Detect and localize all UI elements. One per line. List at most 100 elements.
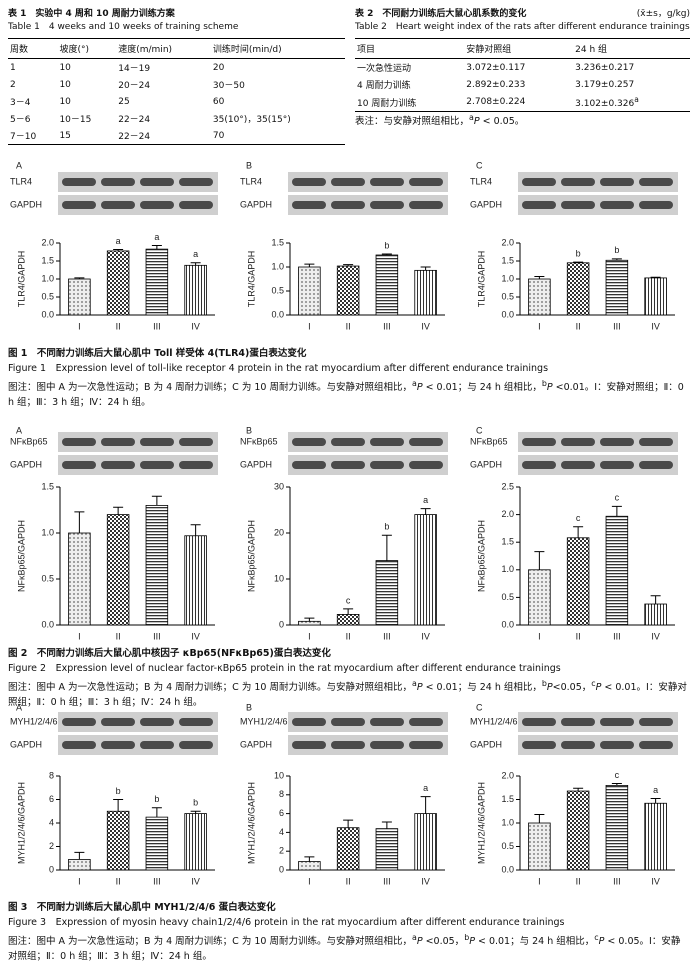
bar [605, 785, 629, 871]
blot-label: MYH1/2/4/6 [240, 716, 288, 726]
y-axis-label: MYH1/2/4/6/GAPDH [16, 782, 26, 864]
table-1: 表 1 实验中 4 周和 10 周耐力训练方案 Table 1 4 weeks … [8, 6, 345, 145]
blot-background [288, 455, 448, 475]
x-tick-label: I [308, 631, 311, 641]
bar [336, 614, 360, 626]
bar [336, 265, 360, 316]
x-tick-label: IV [651, 321, 660, 331]
error-bar [74, 851, 85, 860]
cell: 4 周耐力训练 [357, 81, 411, 91]
caption-cn: 图 2 不同耐力训练后大鼠心肌中核因子 κBp65(NFκBp65)蛋白表达变化 [8, 648, 331, 659]
bar [68, 532, 91, 626]
blot-band [179, 201, 213, 209]
y-tick-label: 0.0 [501, 309, 514, 319]
error-bar [420, 508, 431, 515]
text-segment: 图注：图中 A 为一次急性运动；B 为 4 周耐力训练；C 为 10 周耐力训练… [8, 682, 412, 694]
error-bar [650, 276, 661, 278]
blot-background [288, 712, 448, 732]
bar [644, 603, 667, 626]
y-tick-label: 0.0 [271, 309, 284, 319]
cell: 3.179±0.257 [575, 79, 635, 90]
x-tick-label: III [153, 321, 161, 331]
text-segment: b [541, 679, 547, 688]
blot-band [600, 741, 634, 749]
x-tick-label: I [538, 876, 541, 886]
blot-band [179, 718, 213, 726]
significance-label: a [423, 495, 428, 505]
cell: 3.072±0.117 [466, 62, 526, 73]
bar [566, 537, 590, 626]
bar [145, 504, 169, 626]
error-bar [343, 819, 354, 828]
error-bar [611, 258, 622, 261]
row: 10 周耐力训练 2.708±0.224 3.102±0.326a [355, 93, 690, 112]
y-tick-label: 0.5 [41, 291, 54, 301]
row: 一次急性运动 3.072±0.117 3.236±0.217 [355, 59, 690, 77]
cell: 15 [59, 130, 71, 141]
table-note: 表注：与安静对照组相比，aP < 0.05。 [355, 113, 690, 127]
text-segment: 3.102±0.326 [575, 99, 635, 109]
blot-band [522, 201, 556, 209]
text-segment: c [594, 933, 599, 942]
significance-label: a [653, 785, 658, 795]
error-bar [74, 277, 85, 279]
x-tick-label: IV [191, 321, 200, 331]
blot-band [370, 741, 404, 749]
blot-band [331, 718, 365, 726]
blot-background [58, 195, 218, 215]
text-segment: P [416, 382, 423, 394]
y-tick-label: 8 [279, 789, 284, 799]
error-bar [151, 807, 162, 818]
bar [145, 816, 169, 871]
y-tick-label: 10 [274, 770, 284, 780]
blot-background [288, 195, 448, 215]
text-segment: P [416, 936, 423, 948]
blot-band [101, 718, 135, 726]
text-segment: < 0.01；与 24 h 组相比， [422, 382, 542, 394]
table-title: 表 2 不同耐力训练后大鼠心肌系数的变化 [355, 9, 527, 19]
significance-label: a [154, 232, 159, 242]
blot-band [409, 718, 443, 726]
panel-label: A [16, 425, 22, 435]
blot-background [288, 172, 448, 192]
blot-band [561, 461, 595, 469]
x-tick-label: III [383, 321, 391, 331]
significance-label: b [384, 240, 389, 250]
blot-band [101, 438, 135, 446]
error-bar [343, 264, 354, 267]
blot-band [409, 741, 443, 749]
blot-label: GAPDH [240, 459, 272, 469]
y-tick-label: 0.0 [501, 619, 514, 629]
blot-band [370, 718, 404, 726]
blot-band [140, 741, 174, 749]
caption-en: Figure 2 Expression level of nuclear fac… [8, 663, 561, 674]
blot-band [62, 718, 96, 726]
x-tick-label: II [116, 321, 121, 331]
error-bar [151, 495, 162, 506]
significance-label: b [116, 786, 121, 796]
y-tick-label: 1.0 [271, 261, 284, 271]
x-tick-label: II [116, 631, 121, 641]
y-tick-label: 0.0 [501, 864, 514, 874]
x-tick-label: II [576, 876, 581, 886]
y-tick-label: 2.0 [501, 509, 514, 519]
blot-band [179, 178, 213, 186]
header-row: 项目 安静对照组 24 h 组 [355, 38, 690, 59]
figure-caption: 图 1 不同耐力训练后大鼠心肌中 Toll 样受体 4(TLR4)蛋白表达变化 F… [8, 346, 688, 410]
blot-band [522, 178, 556, 186]
blot-band [292, 461, 326, 469]
x-tick-label: IV [651, 631, 660, 641]
y-tick-label: 1.5 [41, 481, 54, 491]
text-segment: <0.05， [552, 682, 592, 694]
blot-band [639, 718, 673, 726]
cell: 20－24 [118, 81, 151, 91]
y-tick-label: 2 [279, 846, 284, 856]
blot-label: TLR4 [10, 176, 32, 186]
blot-band [292, 741, 326, 749]
blot-band [522, 438, 556, 446]
blot-label: GAPDH [10, 739, 42, 749]
x-tick-label: IV [421, 321, 430, 331]
caption-note: 图注：图中 A 为一次急性运动；B 为 4 周耐力训练；C 为 10 周耐力训练… [8, 930, 688, 964]
cell: 2.892±0.233 [466, 79, 526, 90]
cell: 10 周耐力训练 [357, 98, 417, 109]
